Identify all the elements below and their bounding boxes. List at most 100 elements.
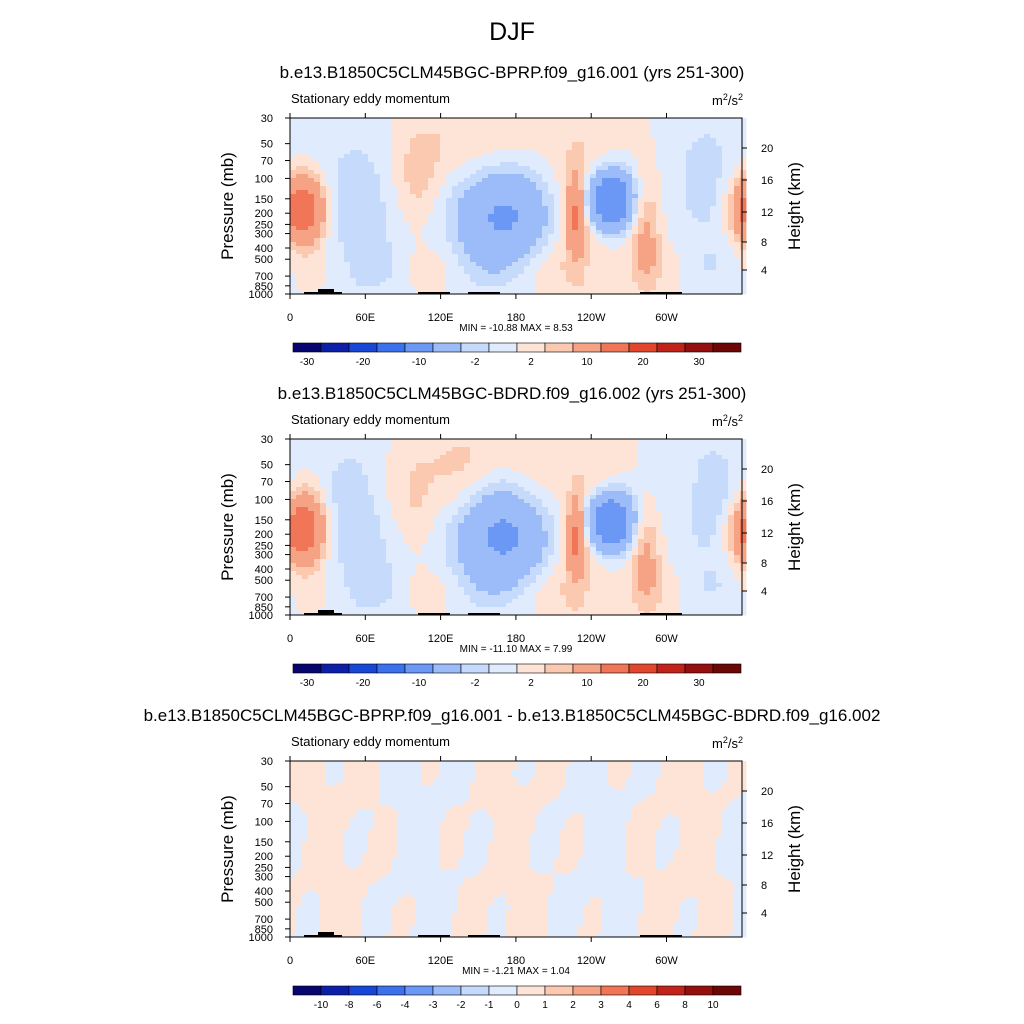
field-cell [722,218,729,223]
field-cell [398,254,405,259]
field-cell [572,214,579,219]
field-cell [566,246,573,251]
field-cell [626,130,633,135]
field-cell [596,230,603,235]
field-cell [518,174,525,179]
field-cell [326,218,333,223]
field-cell [422,471,429,476]
field-cell [362,439,369,444]
field-cell [734,483,741,488]
field-cell [428,170,435,175]
field-cell [686,206,693,211]
colorbar-box [684,342,714,353]
field-cell [638,258,645,263]
field-cell [674,491,681,496]
field-cell [422,286,429,291]
field-cell [584,234,591,239]
field-cell [536,455,543,460]
field-cell [506,162,513,167]
field-cell [536,487,543,492]
field-cell [584,503,591,508]
field-cell [470,202,477,207]
field-cell [314,194,321,199]
field-cell [596,222,603,227]
field-cell [434,146,441,151]
field-cell [542,154,549,159]
field-cell [470,174,477,179]
field-cell [740,270,747,275]
field-cell [326,122,333,127]
field-cell [392,230,399,235]
field-cell [560,499,567,504]
field-cell [290,242,297,247]
field-cell [614,507,621,512]
field-cell [680,254,687,259]
field-cell [476,463,483,468]
field-cell [584,186,591,191]
field-cell [572,503,579,508]
field-cell [656,226,663,231]
y2-tick-label: 20 [761,143,773,155]
field-cell [602,511,609,516]
field-cell [632,282,639,287]
field-cell [698,226,705,231]
field-cell [740,475,747,480]
field-cell [638,483,645,488]
field-cell [644,475,651,480]
field-cell [632,158,639,163]
field-cell [704,467,711,472]
field-cell [446,174,453,179]
field-cell [638,170,645,175]
field-cell [566,142,573,147]
field-cell [704,202,711,207]
field-cell [704,150,711,155]
field-cell [590,515,597,520]
field-cell [338,142,345,147]
field-cell [434,166,441,171]
field-cell [722,138,729,143]
field-cell [374,515,381,520]
field-cell [326,471,333,476]
field-cell [674,439,681,444]
field-cell [644,499,651,504]
field-cell [296,198,303,203]
field-cell [326,467,333,472]
field-cell [452,222,459,227]
field-cell [632,138,639,143]
field-cell [620,134,627,139]
field-cell [428,286,435,291]
field-cell [488,459,495,464]
field-cell [602,290,609,295]
field-cell [722,186,729,191]
field-cell [386,254,393,259]
field-cell [512,499,519,504]
field-cell [542,463,549,468]
y-tick-label: 200 [255,208,273,220]
field-cell [386,266,393,271]
field-cell [428,443,435,448]
field-cell [542,226,549,231]
field-cell [560,451,567,456]
field-cell [608,174,615,179]
field-cell [410,162,417,167]
field-cell [608,230,615,235]
field-cell [356,491,363,496]
field-cell [506,258,513,263]
field-cell [554,246,561,251]
field-cell [542,282,549,287]
field-cell [344,158,351,163]
field-cell [524,242,531,247]
field-cell [734,266,741,271]
field-cell [428,234,435,239]
field-cell [332,507,339,512]
field-cell [398,182,405,187]
field-cell [644,479,651,484]
field-cell [344,250,351,255]
field-cell [404,222,411,227]
field-cell [296,210,303,215]
field-cell [374,274,381,279]
field-cell [380,519,387,524]
field-cell [296,443,303,448]
field-cell [590,222,597,227]
field-cell [452,178,459,183]
